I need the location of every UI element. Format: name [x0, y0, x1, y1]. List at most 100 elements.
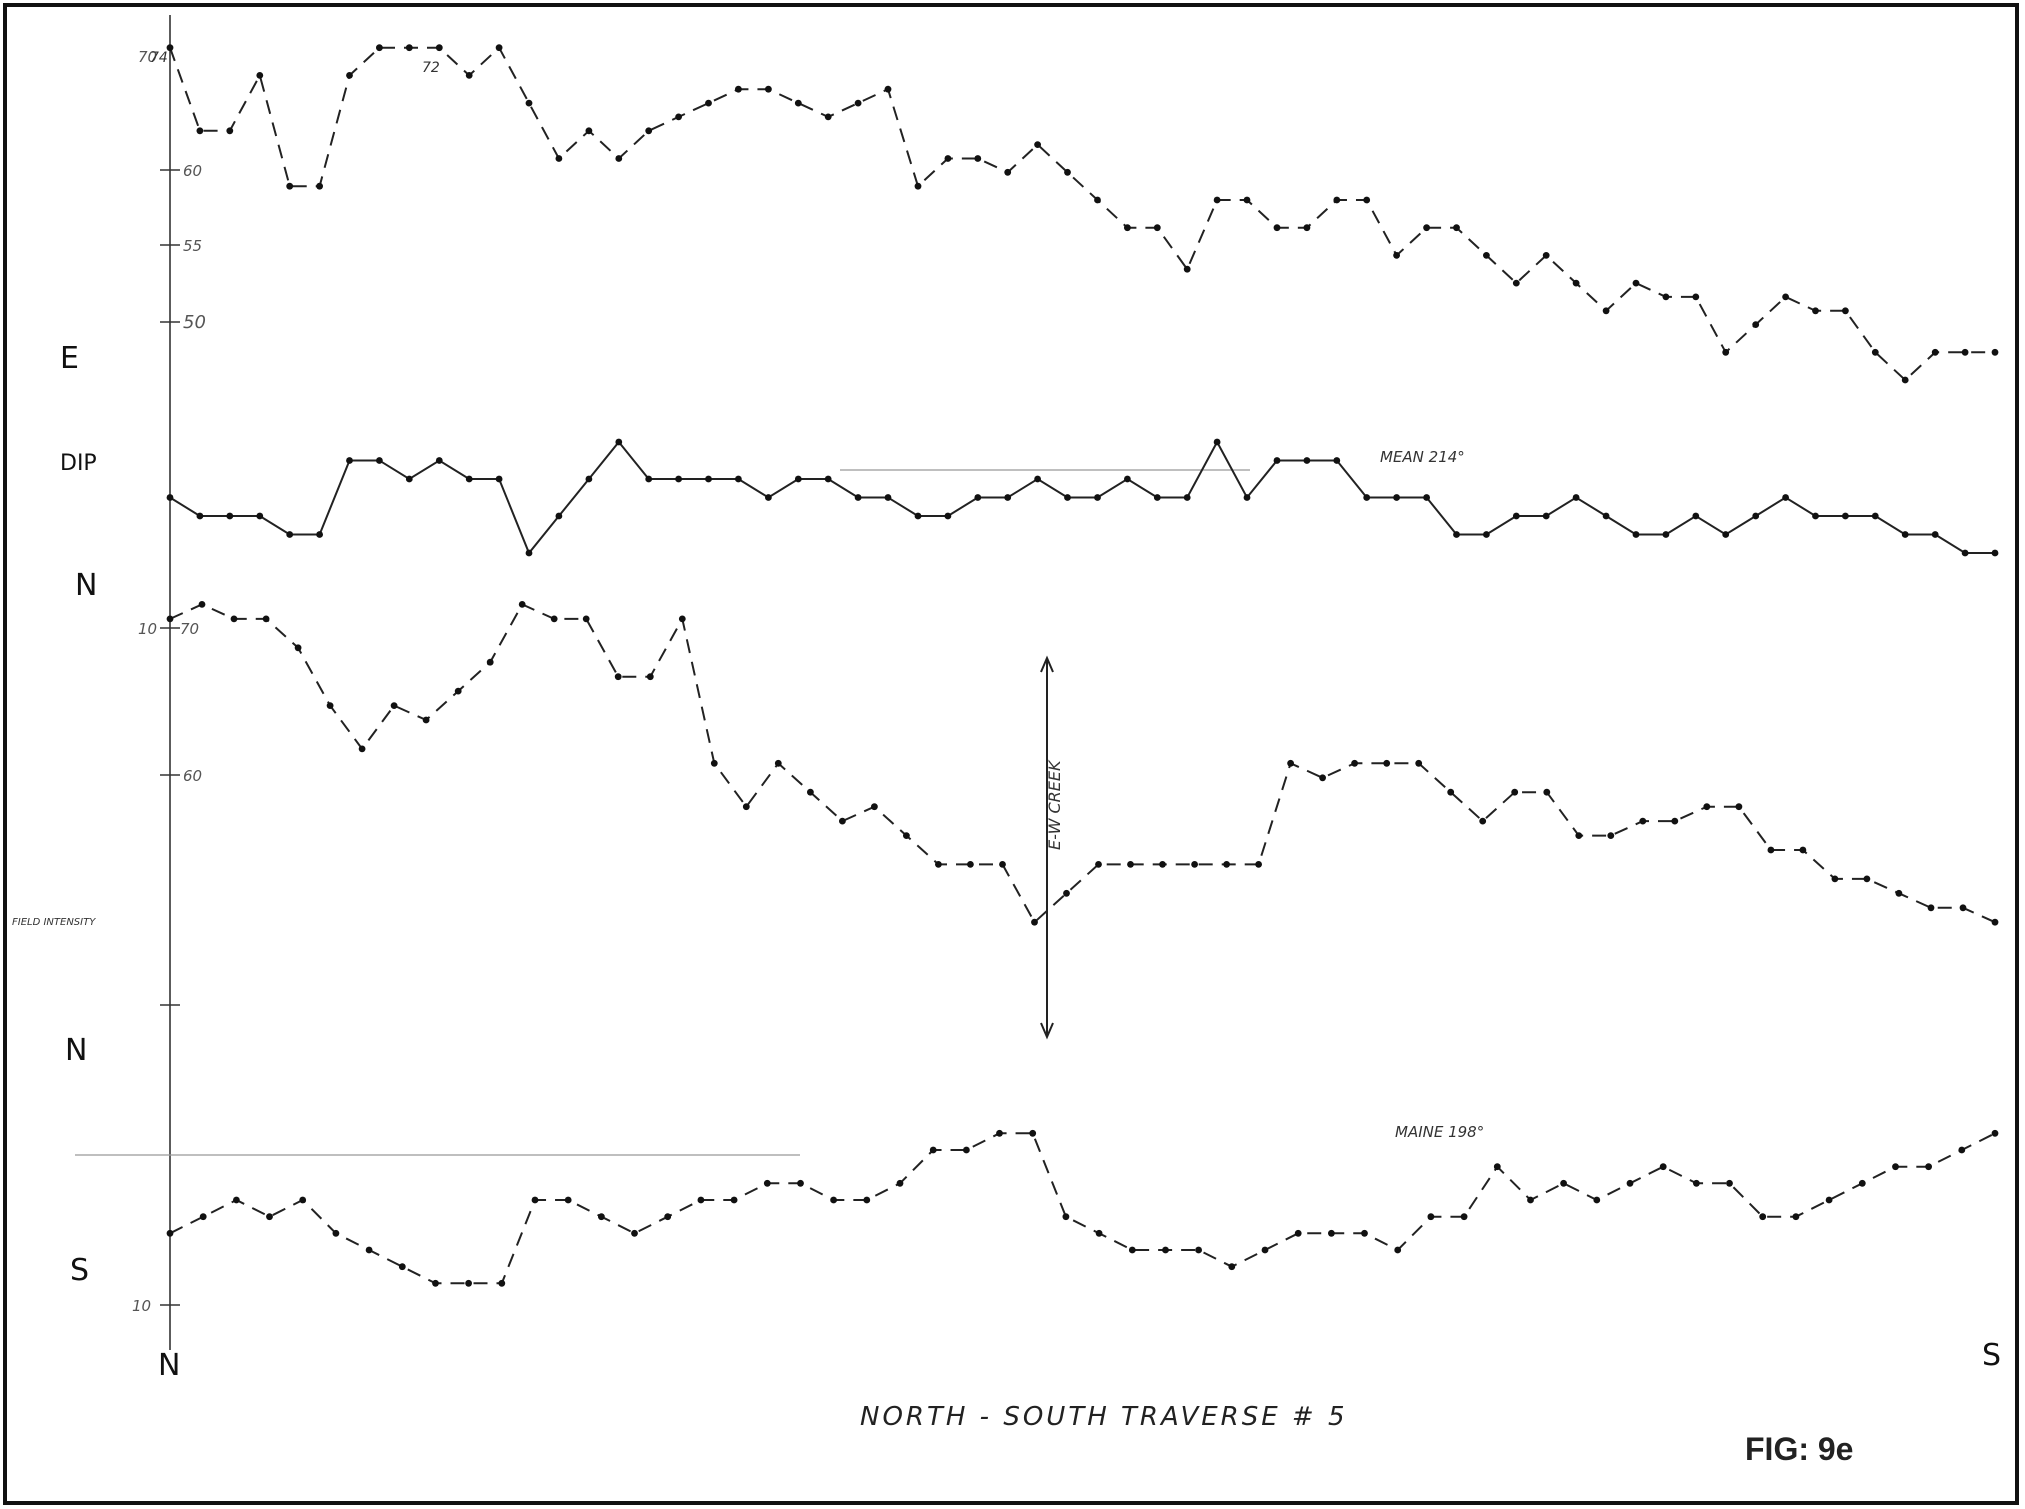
- data-point-s1-10: [465, 72, 473, 79]
- data-point-s4-51: [1858, 1179, 1866, 1187]
- data-point-s1-5: [316, 182, 323, 190]
- data-point-s2-57: [1871, 512, 1879, 520]
- data-point-s2-59: [1931, 531, 1939, 538]
- data-point-s4-53: [1925, 1163, 1932, 1171]
- data-point-s4-8: [432, 1279, 439, 1287]
- data-point-s1-60: [1961, 348, 1969, 356]
- data-point-s4-23: [929, 1146, 937, 1154]
- data-point-s4-40: [1493, 1163, 1501, 1171]
- data-point-s4-9: [465, 1279, 472, 1287]
- data-point-s4-16: [697, 1196, 705, 1204]
- data-point-s2-17: [675, 475, 682, 483]
- data-point-s1-58: [1901, 376, 1909, 384]
- data-point-s2-11: [495, 475, 503, 483]
- side-label-n1: N: [75, 568, 97, 603]
- data-point-s2-29: [1034, 475, 1041, 483]
- data-point-s1-16: [645, 127, 653, 135]
- data-point-s4-13: [598, 1213, 605, 1221]
- data-point-s3-37: [1351, 759, 1358, 767]
- data-point-s3-40: [1447, 788, 1455, 796]
- data-point-s3-20: [807, 788, 814, 796]
- data-point-s3-47: [1671, 817, 1679, 825]
- data-point-s4-15: [664, 1213, 672, 1221]
- data-point-s2-33: [1153, 494, 1161, 501]
- data-point-s3-49: [1735, 803, 1743, 811]
- data-point-s1-38: [1303, 224, 1311, 232]
- data-point-s3-10: [486, 658, 494, 666]
- end-label: S: [1982, 1338, 2001, 1373]
- figure-frame: [3, 3, 2019, 1505]
- data-point-s3-54: [1895, 889, 1903, 897]
- data-point-s2-35: [1213, 438, 1221, 446]
- data-point-s4-33: [1261, 1246, 1269, 1254]
- data-point-s4-41: [1527, 1196, 1534, 1204]
- data-point-s3-2: [230, 615, 238, 623]
- data-point-s3-33: [1223, 861, 1230, 868]
- start-label: N: [158, 1348, 180, 1383]
- data-point-s4-29: [1128, 1246, 1136, 1254]
- data-point-s4-30: [1162, 1246, 1169, 1254]
- data-point-s1-50: [1662, 293, 1670, 301]
- data-point-s2-22: [824, 475, 832, 483]
- data-point-s3-25: [967, 861, 974, 868]
- data-point-s3-15: [646, 673, 654, 681]
- data-point-s3-31: [1159, 861, 1166, 868]
- data-point-s4-28: [1095, 1229, 1103, 1237]
- data-point-s4-43: [1593, 1196, 1601, 1204]
- data-point-s4-45: [1659, 1163, 1667, 1171]
- data-point-s4-39: [1460, 1213, 1468, 1221]
- data-point-s3-50: [1767, 846, 1775, 854]
- series-layer: [166, 44, 1999, 1287]
- data-point-s4-7: [398, 1263, 406, 1271]
- data-point-s2-41: [1393, 494, 1400, 501]
- data-point-s1-53: [1752, 321, 1760, 328]
- data-point-s3-43: [1543, 788, 1551, 796]
- data-point-s4-27: [1062, 1213, 1070, 1221]
- data-point-s3-9: [454, 687, 462, 695]
- data-point-s3-14: [614, 673, 622, 681]
- data-point-s3-0: [166, 615, 174, 623]
- side-label-s: S: [70, 1253, 89, 1288]
- data-point-s4-49: [1792, 1213, 1800, 1221]
- data-point-s2-28: [1004, 494, 1012, 501]
- tick-e-50: 50: [183, 312, 206, 333]
- data-point-s1-27: [974, 155, 982, 162]
- data-point-s3-38: [1383, 759, 1391, 767]
- data-point-s3-12: [550, 615, 558, 623]
- data-point-s1-2: [226, 127, 234, 135]
- data-point-s2-19: [735, 475, 742, 483]
- data-point-s2-42: [1423, 494, 1430, 501]
- data-point-s4-5: [332, 1229, 340, 1237]
- data-point-s1-8: [405, 44, 413, 52]
- data-point-s1-51: [1692, 293, 1700, 301]
- data-point-s2-21: [794, 475, 802, 483]
- data-point-s4-19: [797, 1179, 804, 1187]
- data-point-s3-23: [903, 832, 910, 839]
- data-point-s2-30: [1064, 494, 1071, 501]
- chart-title: NORTH - SOUTH TRAVERSE # 5: [860, 1402, 1348, 1432]
- data-point-s1-14: [585, 127, 593, 135]
- data-point-s2-20: [765, 494, 772, 501]
- tick-n-60: 60: [183, 767, 202, 785]
- data-point-s1-29: [1034, 141, 1041, 149]
- data-point-s1-39: [1333, 196, 1341, 204]
- data-point-s2-16: [645, 475, 653, 483]
- data-point-s3-29: [1095, 861, 1102, 868]
- data-point-s2-12: [525, 549, 533, 557]
- data-point-s1-0: [166, 44, 174, 52]
- data-point-s2-43: [1453, 531, 1460, 538]
- data-point-s2-60: [1961, 549, 1969, 557]
- data-point-s2-5: [316, 531, 323, 538]
- series-line-1: [169, 46, 1995, 382]
- data-point-s4-4: [299, 1196, 307, 1204]
- data-point-s3-55: [1927, 904, 1935, 912]
- data-point-s3-34: [1255, 861, 1262, 868]
- data-point-s4-50: [1825, 1196, 1833, 1204]
- data-point-s1-48: [1602, 307, 1610, 315]
- data-point-s2-25: [914, 512, 922, 520]
- data-point-s3-18: [742, 803, 750, 811]
- data-point-s3-3: [262, 615, 270, 623]
- data-point-s1-24: [884, 85, 892, 93]
- data-point-s2-8: [405, 475, 413, 483]
